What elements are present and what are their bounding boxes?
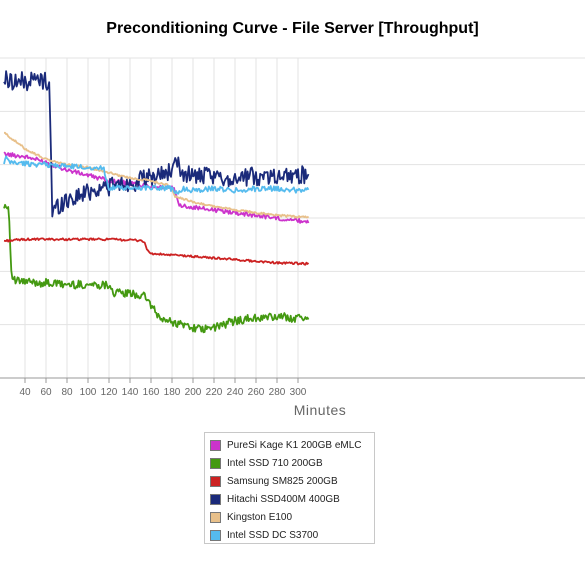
legend-item[interactable]: PureSi Kage K1 200GB eMLC <box>210 436 374 454</box>
x-tick-label: 160 <box>143 387 160 398</box>
x-tick-label: 80 <box>61 387 73 398</box>
legend-swatch <box>210 439 221 451</box>
series-line-4 <box>3 70 310 218</box>
legend-label: Kingston E100 <box>227 511 293 523</box>
x-tick-label: 100 <box>80 387 97 398</box>
x-tick-label: 120 <box>101 387 118 398</box>
series-line-5 <box>4 131 310 219</box>
series-lines <box>3 70 310 334</box>
x-axis-label: Minutes <box>293 402 347 418</box>
x-axis <box>0 377 585 383</box>
x-tick-label: 260 <box>248 387 265 398</box>
legend-label: Intel SSD 710 200GB <box>227 457 323 469</box>
x-tick-label: 300 <box>290 387 307 398</box>
legend-swatch <box>210 529 221 541</box>
series-line-3 <box>3 237 310 266</box>
legend-swatch <box>210 493 221 505</box>
legend-item[interactable]: Intel SSD 710 200GB <box>210 454 374 472</box>
legend-item[interactable]: Kingston E100 <box>210 508 374 526</box>
legend-swatch <box>210 457 221 469</box>
legend-item[interactable]: Hitachi SSD400M 400GB <box>210 490 374 508</box>
x-tick-label: 280 <box>269 387 286 398</box>
x-tick-label: 140 <box>122 387 139 398</box>
series-line-2 <box>3 203 310 334</box>
x-tick-label: 40 <box>19 387 31 398</box>
legend-label: Samsung SM825 200GB <box>227 475 338 487</box>
line-chart: 40 60 80 100 120 140 160 180 200 220 240 260 280 300 <box>0 57 585 398</box>
x-tick-label: 60 <box>40 387 52 398</box>
legend-label: Hitachi SSD400M 400GB <box>227 493 340 505</box>
grid-lines <box>0 57 585 379</box>
x-tick-label: 200 <box>185 387 202 398</box>
x-tick-label: 240 <box>227 387 244 398</box>
x-tick-label: 180 <box>164 387 181 398</box>
legend-label: Intel SSD DC S3700 <box>227 529 319 541</box>
series-line-6 <box>3 155 310 195</box>
legend-swatch <box>210 475 221 487</box>
x-tick-label: 220 <box>206 387 223 398</box>
x-tick-labels: 40 60 80 100 120 140 160 180 200 220 240 260 280 300 <box>19 387 306 398</box>
chart-title: Preconditioning Curve - File Server [Thr… <box>106 20 479 37</box>
legend: PureSi Kage K1 200GB eMLC Intel SSD 710 2… <box>204 432 375 544</box>
legend-item[interactable]: Samsung SM825 200GB <box>210 472 374 490</box>
legend-label: PureSi Kage K1 200GB eMLC <box>227 439 362 451</box>
legend-item[interactable]: Intel SSD DC S3700 <box>210 526 374 544</box>
legend-swatch <box>210 511 221 523</box>
